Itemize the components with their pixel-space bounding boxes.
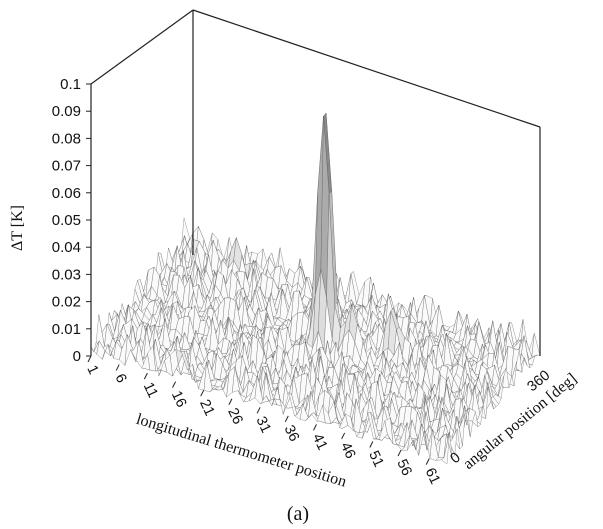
back-top-edge	[192, 9, 541, 128]
z-tick-label: 0.09	[52, 103, 81, 120]
x-tick-mark	[143, 372, 148, 380]
x-tick-mark	[200, 389, 205, 397]
x-tick-mark	[397, 449, 402, 457]
figure-caption: (a)	[287, 503, 309, 525]
surface-patch	[441, 432, 450, 465]
x-tick-mark	[87, 355, 92, 363]
x-tick-label: 6	[112, 371, 130, 385]
back-left-edge	[90, 9, 194, 85]
x-tick-mark	[369, 441, 374, 448]
x-tick-label: 41	[309, 431, 330, 452]
x-tick-mark	[313, 424, 317, 431]
z-axis-ticks: 0 0.01 0.02 0.03 0.04 0.05 0.06 0.07 0.08 0.09 0.1	[52, 76, 91, 365]
x-tick-label: 16	[168, 389, 189, 410]
x-tick-label: 61	[422, 466, 443, 487]
z-tick-label: 0.03	[52, 266, 81, 283]
x-tick-mark	[341, 432, 346, 440]
x-tick-label: 46	[337, 440, 358, 461]
z-tick-label: 0.08	[52, 130, 81, 147]
x-tick-mark	[115, 364, 120, 371]
x-tick-label: 31	[252, 414, 273, 435]
surface-patch	[531, 333, 541, 358]
x-tick-label: 1	[83, 363, 101, 377]
x-tick-mark	[228, 398, 233, 405]
x-tick-mark	[425, 458, 430, 465]
x-tick-mark	[172, 381, 176, 388]
z-axis-title: ΔT [K]	[9, 205, 26, 251]
x-tick-mark	[256, 407, 261, 414]
x-tick-mark	[284, 415, 289, 423]
x-tick-label: 21	[196, 397, 217, 418]
x-tick-label: 36	[281, 423, 302, 444]
z-tick-label: 0.01	[52, 321, 81, 338]
z-tick-label: 0.05	[52, 212, 81, 229]
x-tick-label: 26	[224, 406, 245, 427]
x-tick-label: 56	[393, 457, 414, 478]
z-tick-label: 0	[73, 348, 81, 365]
z-tick-label: 0.07	[52, 158, 81, 175]
z-tick-label: 0.1	[60, 76, 81, 93]
z-tick-label: 0.06	[52, 185, 81, 202]
z-tick-label: 0.02	[52, 294, 81, 311]
z-tick-label: 0.04	[52, 239, 81, 256]
x-tick-label: 11	[140, 380, 161, 400]
surface-mesh	[90, 112, 541, 465]
x-tick-label: 51	[365, 448, 386, 469]
